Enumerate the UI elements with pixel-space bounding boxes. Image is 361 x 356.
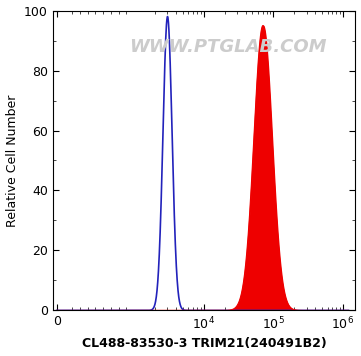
Text: WWW.PTGLAB.COM: WWW.PTGLAB.COM: [130, 37, 327, 56]
X-axis label: CL488-83530-3 TRIM21(240491B2): CL488-83530-3 TRIM21(240491B2): [82, 337, 326, 350]
Y-axis label: Relative Cell Number: Relative Cell Number: [5, 94, 18, 227]
